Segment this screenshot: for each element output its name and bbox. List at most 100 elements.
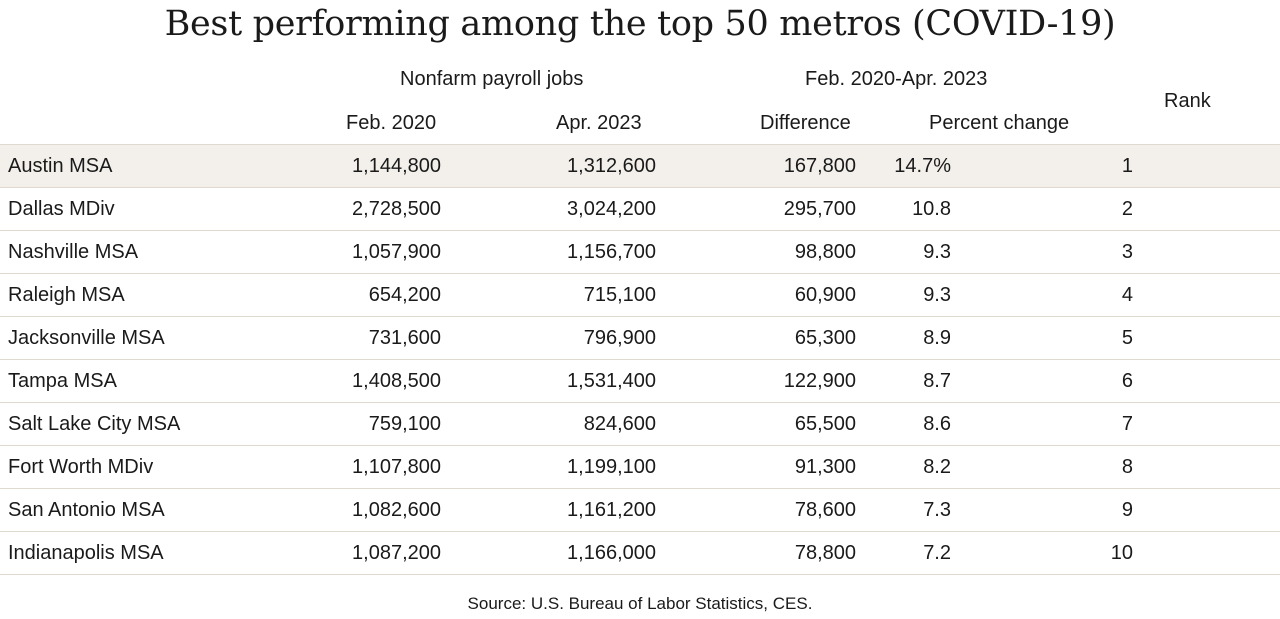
percent-change-cell: 7.3: [856, 488, 951, 532]
spacer-cell: [951, 187, 1103, 231]
rank-cell: 5: [1103, 316, 1133, 360]
spacer-cell: [951, 402, 1103, 446]
spacer-cell: [951, 488, 1103, 532]
rank-cell: 4: [1103, 273, 1133, 317]
rank-cell: 6: [1103, 359, 1133, 403]
spacer-cell: [1133, 531, 1280, 575]
apr2023-cell: 796,900: [441, 316, 656, 360]
spacer-cell: [1133, 445, 1280, 489]
column-header-apr2023: Apr. 2023: [556, 112, 642, 134]
table-row: Jacksonville MSA 731,600 796,900 65,300 8.9 5: [0, 316, 1280, 360]
spacer-cell: [951, 359, 1103, 403]
spacer-cell: [1133, 230, 1280, 274]
data-table: Austin MSA 1,144,800 1,312,600 167,800 14.7%…: [0, 144, 1280, 575]
table-row: San Antonio MSA 1,082,600 1,161,200 78,600 7…: [0, 488, 1280, 532]
difference-cell: 65,500: [656, 402, 856, 446]
column-header-percent-change: Percent change: [929, 112, 1070, 134]
percent-change-cell: 8.2: [856, 445, 951, 489]
difference-cell: 122,900: [656, 359, 856, 403]
metro-name-cell: Nashville MSA: [0, 230, 308, 274]
table-row: Raleigh MSA 654,200 715,100 60,900 9.3 4: [0, 273, 1280, 317]
difference-cell: 295,700: [656, 187, 856, 231]
difference-cell: 78,800: [656, 531, 856, 575]
column-header-difference: Difference: [760, 112, 851, 134]
apr2023-cell: 824,600: [441, 402, 656, 446]
table-row: Dallas MDiv 2,728,500 3,024,200 295,700 10.8…: [0, 187, 1280, 231]
metro-name-cell: Fort Worth MDiv: [0, 445, 308, 489]
rank-cell: 9: [1103, 488, 1133, 532]
table-row: Indianapolis MSA 1,087,200 1,166,000 78,800…: [0, 531, 1280, 575]
difference-cell: 91,300: [656, 445, 856, 489]
percent-change-cell: 8.6: [856, 402, 951, 446]
table-row: Tampa MSA 1,408,500 1,531,400 122,900 8.7 6: [0, 359, 1280, 403]
difference-cell: 98,800: [656, 230, 856, 274]
feb2020-cell: 1,082,600: [308, 488, 441, 532]
spacer-cell: [1133, 144, 1280, 188]
spacer-cell: [1133, 488, 1280, 532]
spacer-cell: [1133, 273, 1280, 317]
spacer-cell: [951, 230, 1103, 274]
metro-name-cell: Dallas MDiv: [0, 187, 308, 231]
spacer-cell: [1133, 316, 1280, 360]
rank-cell: 2: [1103, 187, 1133, 231]
rank-cell: 7: [1103, 402, 1133, 446]
spacer-cell: [1133, 187, 1280, 231]
chart-title: Best performing among the top 50 metros …: [164, 4, 1116, 44]
apr2023-cell: 1,531,400: [441, 359, 656, 403]
percent-change-cell: 7.2: [856, 531, 951, 575]
difference-cell: 78,600: [656, 488, 856, 532]
feb2020-cell: 1,107,800: [308, 445, 441, 489]
group-header-payroll: Nonfarm payroll jobs: [400, 68, 584, 90]
apr2023-cell: 3,024,200: [441, 187, 656, 231]
rank-cell: 10: [1103, 531, 1133, 575]
feb2020-cell: 1,408,500: [308, 359, 441, 403]
metro-name-cell: Tampa MSA: [0, 359, 308, 403]
percent-change-cell: 9.3: [856, 230, 951, 274]
percent-change-cell: 14.7%: [856, 144, 951, 188]
difference-cell: 60,900: [656, 273, 856, 317]
percent-change-cell: 8.7: [856, 359, 951, 403]
table-row: Fort Worth MDiv 1,107,800 1,199,100 91,300 8…: [0, 445, 1280, 489]
spacer-cell: [1133, 402, 1280, 446]
rank-cell: 1: [1103, 144, 1133, 188]
spacer-cell: [1133, 359, 1280, 403]
column-header-rank: Rank: [1164, 90, 1211, 112]
difference-cell: 167,800: [656, 144, 856, 188]
feb2020-cell: 1,144,800: [308, 144, 441, 188]
rank-cell: 3: [1103, 230, 1133, 274]
spacer-cell: [951, 144, 1103, 188]
apr2023-cell: 1,312,600: [441, 144, 656, 188]
apr2023-cell: 1,161,200: [441, 488, 656, 532]
spacer-cell: [951, 531, 1103, 575]
metro-name-cell: Indianapolis MSA: [0, 531, 308, 575]
rank-cell: 8: [1103, 445, 1133, 489]
table-row: Nashville MSA 1,057,900 1,156,700 98,800 9.3…: [0, 230, 1280, 274]
apr2023-cell: 1,166,000: [441, 531, 656, 575]
apr2023-cell: 1,199,100: [441, 445, 656, 489]
metro-name-cell: Salt Lake City MSA: [0, 402, 308, 446]
feb2020-cell: 2,728,500: [308, 187, 441, 231]
percent-change-cell: 10.8: [856, 187, 951, 231]
spacer-cell: [951, 445, 1103, 489]
spacer-cell: [951, 273, 1103, 317]
table-row: Austin MSA 1,144,800 1,312,600 167,800 14.7%…: [0, 144, 1280, 188]
percent-change-cell: 9.3: [856, 273, 951, 317]
difference-cell: 65,300: [656, 316, 856, 360]
feb2020-cell: 1,057,900: [308, 230, 441, 274]
group-header-period: Feb. 2020-Apr. 2023: [805, 68, 988, 90]
table-row: Salt Lake City MSA 759,100 824,600 65,500 8.…: [0, 402, 1280, 446]
feb2020-cell: 1,087,200: [308, 531, 441, 575]
feb2020-cell: 731,600: [308, 316, 441, 360]
feb2020-cell: 654,200: [308, 273, 441, 317]
apr2023-cell: 715,100: [441, 273, 656, 317]
metro-name-cell: Austin MSA: [0, 144, 308, 188]
feb2020-cell: 759,100: [308, 402, 441, 446]
column-header-feb2020: Feb. 2020: [346, 112, 437, 134]
spacer-cell: [951, 316, 1103, 360]
percent-change-cell: 8.9: [856, 316, 951, 360]
metro-name-cell: San Antonio MSA: [0, 488, 308, 532]
source-note: Source: U.S. Bureau of Labor Statistics,…: [467, 594, 813, 613]
metro-name-cell: Raleigh MSA: [0, 273, 308, 317]
metro-name-cell: Jacksonville MSA: [0, 316, 308, 360]
apr2023-cell: 1,156,700: [441, 230, 656, 274]
